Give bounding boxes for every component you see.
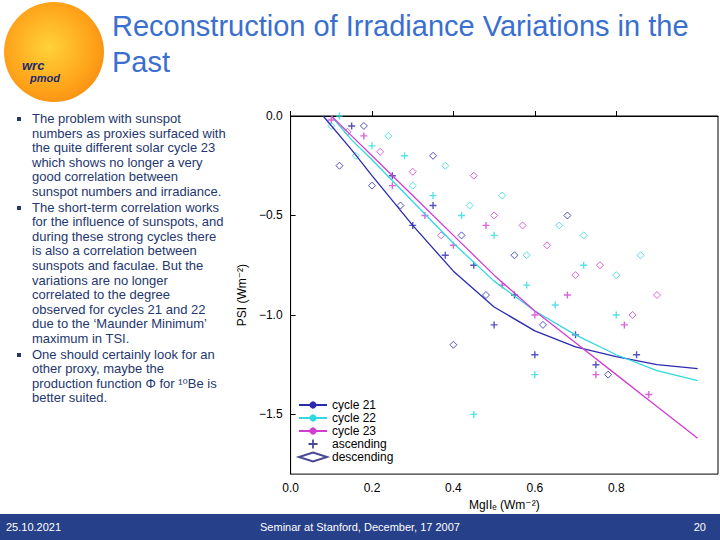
html-text:wrc: wrc — [22, 58, 45, 73]
svg-text:0.8: 0.8 — [608, 481, 625, 495]
svg-text:0.4: 0.4 — [445, 481, 462, 495]
html-text:The problem with sunspot numbe: The problem with sunspot numbers as prox… — [32, 111, 226, 199]
svg-text:−0.5: −0.5 — [259, 208, 283, 222]
svg-text:descending: descending — [332, 450, 393, 464]
svg-text:cycle 21: cycle 21 — [332, 398, 376, 412]
svg-text:cycle 23: cycle 23 — [332, 424, 376, 438]
html-text:Seminar at Stanford, December,: Seminar at Stanford, December, 17 2007 — [260, 521, 460, 533]
svg-text:0.0: 0.0 — [266, 109, 283, 123]
html-text:20: 20 — [693, 521, 706, 533]
svg-text:−1.0: −1.0 — [259, 308, 283, 322]
html-text:Reconstruction of Irradiance V: Reconstruction of Irradiance Variations … — [112, 10, 689, 78]
svg-text:0.6: 0.6 — [526, 481, 543, 495]
svg-text:cycle 22: cycle 22 — [332, 411, 376, 425]
svg-text:0.0: 0.0 — [282, 481, 299, 495]
svg-text:0.2: 0.2 — [364, 481, 381, 495]
html-text:pmod: pmod — [30, 72, 60, 84]
svg-text:−1.5: −1.5 — [259, 407, 283, 421]
html-text:25.10.2021: 25.10.2021 — [6, 521, 62, 533]
svg-text:PSI (Wm⁻²): PSI (Wm⁻²) — [235, 264, 249, 326]
html-text:One should certainly look for: One should certainly look for an other p… — [32, 346, 217, 406]
svg-text:MgIIₑ (Wm⁻²): MgIIₑ (Wm⁻²) — [469, 498, 540, 512]
html-text:The short-term correlation wor: The short-term correlation works for the… — [32, 199, 224, 346]
svg-text:ascending: ascending — [332, 437, 387, 451]
